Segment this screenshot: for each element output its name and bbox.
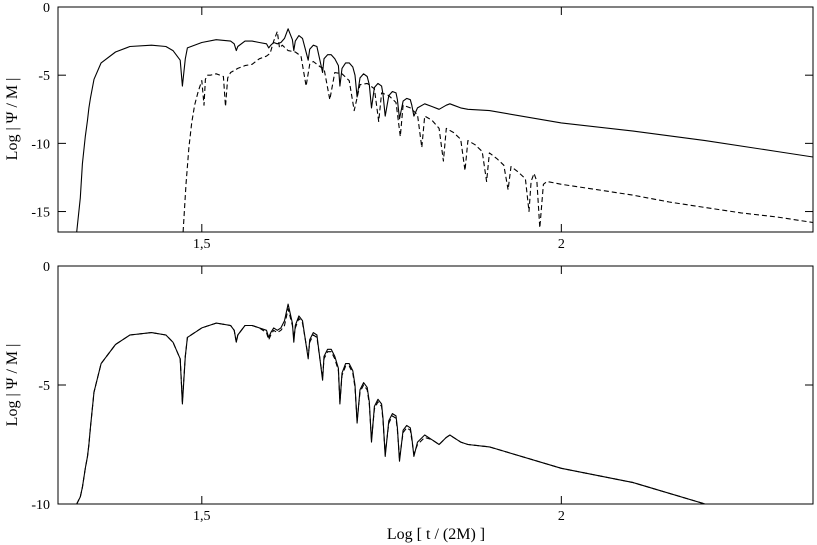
top-panel-x-tick-label: 2 <box>558 237 565 252</box>
top-panel-series-dashed-line <box>182 30 813 232</box>
bottom-panel-x-tick-label: 1,5 <box>193 509 211 524</box>
top-panel-y-tick-label: -5 <box>38 69 50 84</box>
top-panel: Log | Ψ / M | 1,5 2 0 -5 -10 -15 <box>4 1 814 252</box>
bottom-panel-series-dashed-line <box>76 308 706 504</box>
x-axis-title: Log [ t / (2M) ] <box>387 526 485 543</box>
top-panel-series-solid-line <box>76 28 813 232</box>
bottom-panel-y-tick-label: -5 <box>38 379 50 394</box>
top-panel-y-axis-title: Log | Ψ / M | <box>4 78 21 161</box>
bottom-panel-y-tick-label: 0 <box>43 260 50 275</box>
bottom-panel-series-solid-line <box>76 303 706 504</box>
bottom-panel: Log | Ψ / M | 1,5 2 0 -5 -10 <box>4 260 814 524</box>
top-panel-y-tick-label: 0 <box>43 1 50 16</box>
top-panel-y-tick-label: -10 <box>31 137 50 152</box>
bottom-panel-x-tick-label: 2 <box>558 509 565 524</box>
top-panel-y-tick-label: -15 <box>31 206 50 221</box>
top-panel-frame <box>57 6 814 233</box>
top-panel-x-tick-label: 1,5 <box>193 237 211 252</box>
bottom-panel-y-axis-title: Log | Ψ / M | <box>4 344 21 427</box>
bottom-panel-y-tick-label: -10 <box>31 498 50 513</box>
